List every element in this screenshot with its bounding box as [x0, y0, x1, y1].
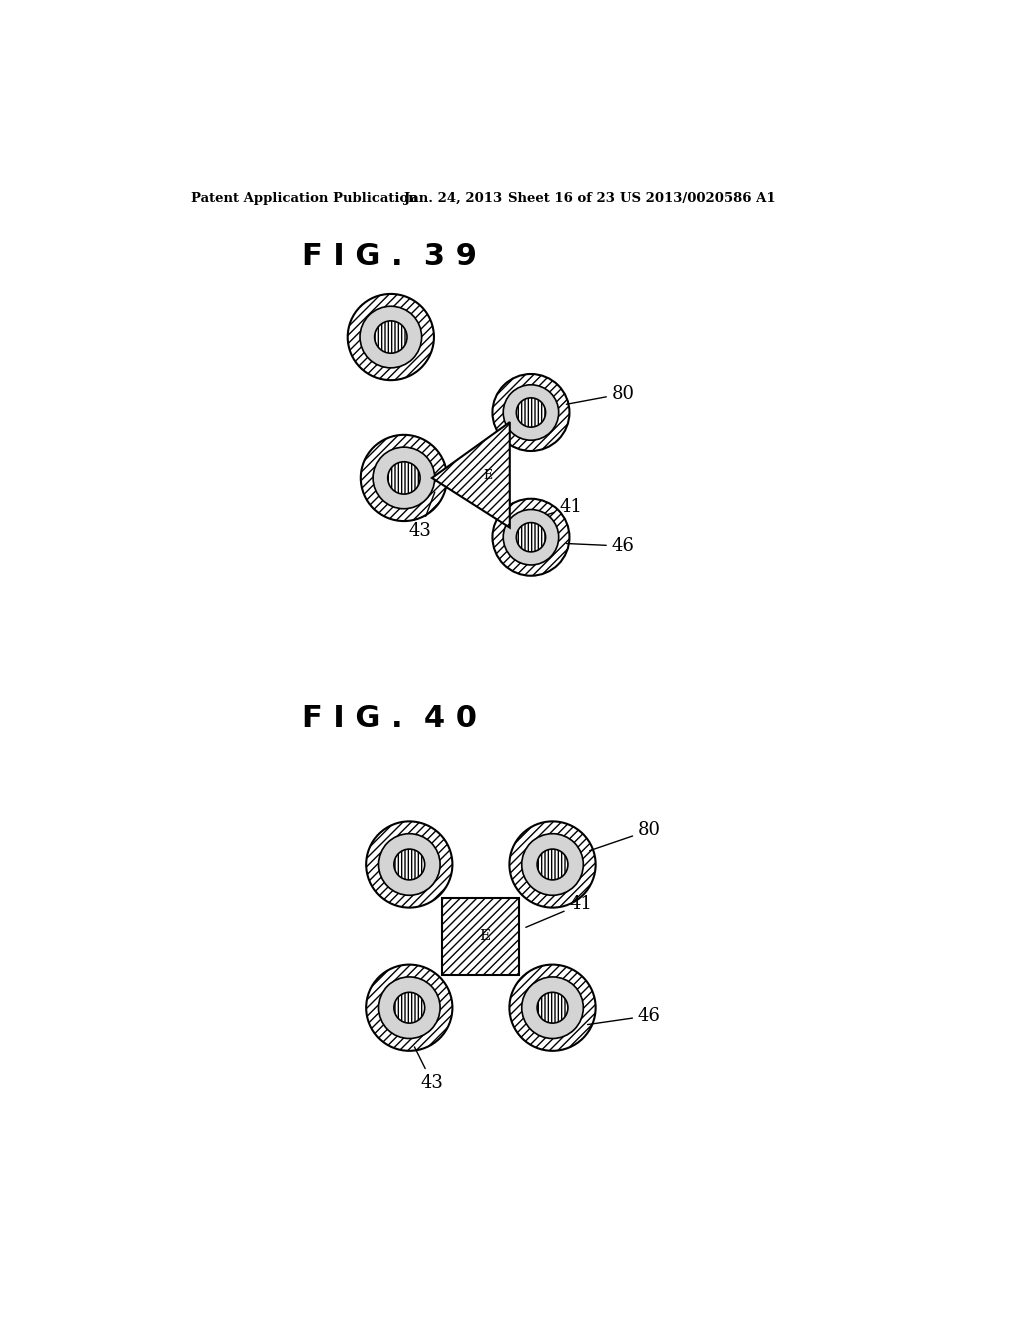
Circle shape: [379, 834, 440, 895]
Circle shape: [360, 306, 422, 368]
Text: Jan. 24, 2013: Jan. 24, 2013: [403, 191, 502, 205]
Circle shape: [375, 321, 407, 354]
Circle shape: [521, 834, 584, 895]
Circle shape: [503, 385, 559, 441]
Text: F I G .  4 0: F I G . 4 0: [301, 705, 476, 734]
Text: 46: 46: [588, 1007, 660, 1024]
Circle shape: [348, 294, 434, 380]
Bar: [442, 898, 519, 974]
Circle shape: [367, 965, 453, 1051]
Circle shape: [509, 821, 596, 908]
Circle shape: [521, 977, 584, 1039]
Circle shape: [493, 374, 569, 451]
Circle shape: [538, 993, 568, 1023]
Text: 80: 80: [590, 821, 660, 850]
Text: US 2013/0020586 A1: US 2013/0020586 A1: [620, 191, 775, 205]
Bar: [442, 898, 519, 974]
Circle shape: [509, 965, 596, 1051]
Circle shape: [379, 977, 440, 1039]
Circle shape: [538, 849, 568, 880]
Circle shape: [493, 499, 569, 576]
Text: E: E: [479, 929, 490, 942]
Circle shape: [394, 993, 425, 1023]
Text: Sheet 16 of 23: Sheet 16 of 23: [508, 191, 614, 205]
Circle shape: [516, 397, 546, 428]
Circle shape: [394, 849, 425, 880]
Text: E: E: [483, 470, 493, 482]
Circle shape: [360, 434, 447, 521]
Text: Patent Application Publication: Patent Application Publication: [190, 191, 418, 205]
Circle shape: [503, 510, 559, 565]
Polygon shape: [432, 422, 510, 528]
Circle shape: [388, 462, 420, 494]
Text: 43: 43: [415, 1047, 443, 1092]
Text: 43: 43: [409, 492, 435, 540]
Text: 41: 41: [520, 498, 583, 523]
Circle shape: [516, 523, 546, 552]
Text: 46: 46: [566, 537, 635, 556]
Circle shape: [367, 821, 453, 908]
Text: 80: 80: [566, 384, 635, 404]
Circle shape: [373, 447, 435, 508]
Text: F I G .  3 9: F I G . 3 9: [301, 243, 476, 272]
Text: 41: 41: [525, 895, 592, 928]
